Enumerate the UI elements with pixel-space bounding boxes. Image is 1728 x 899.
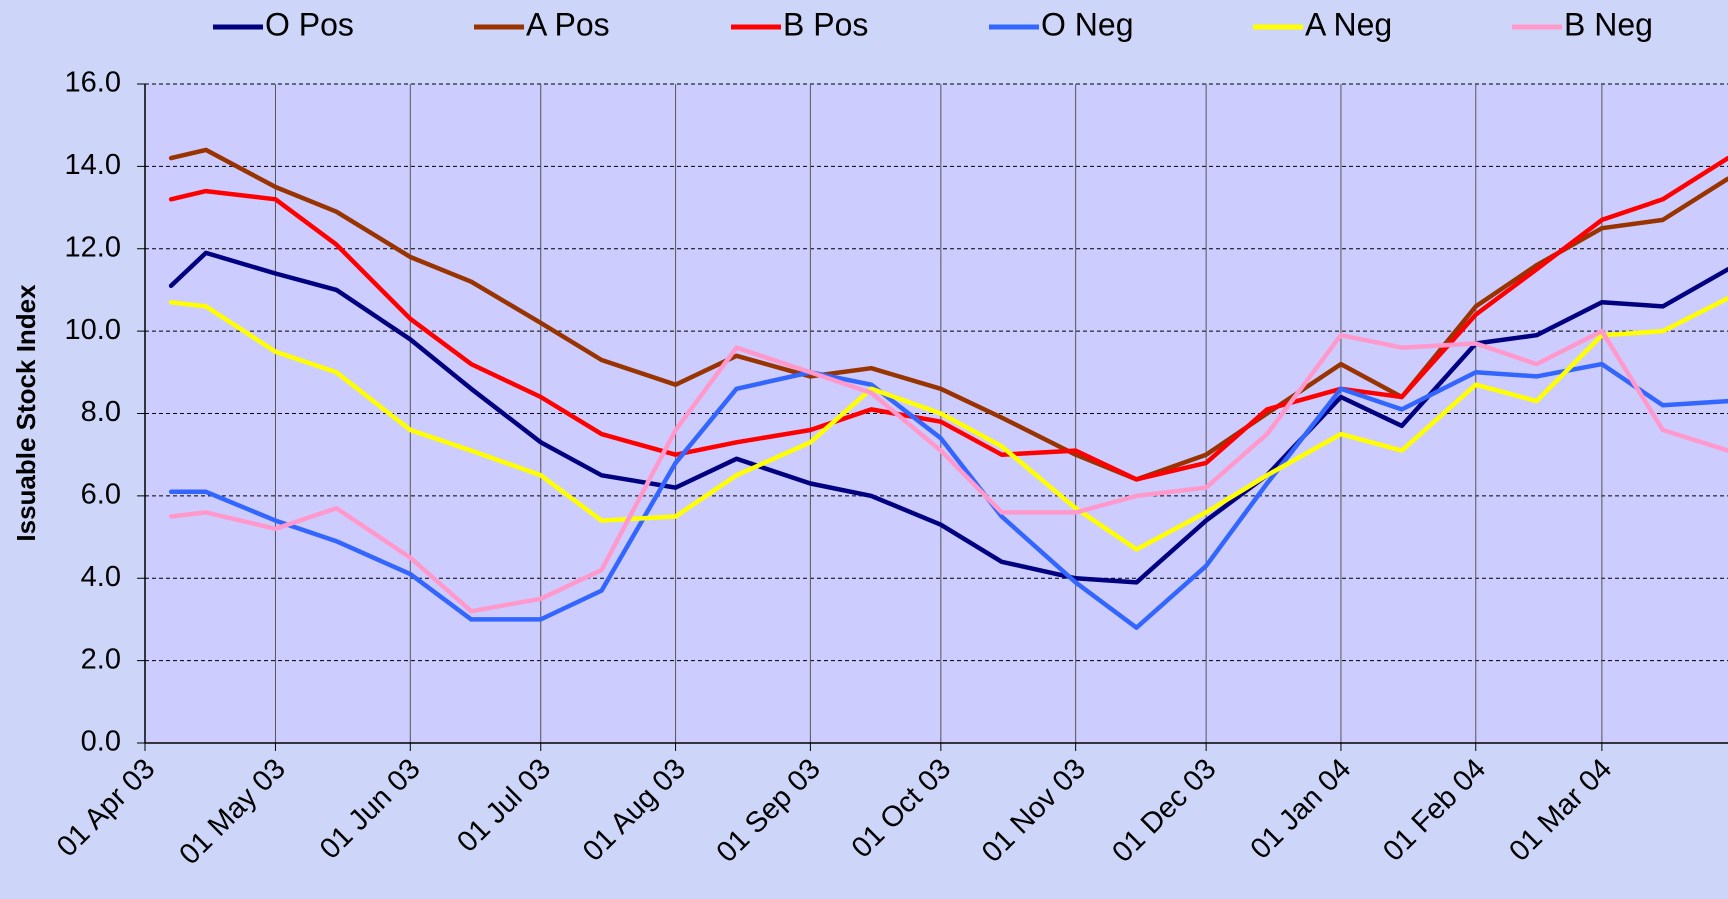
y-tick-label: 8.0 [81, 396, 121, 428]
line-series [168, 155, 1728, 482]
line-series [168, 328, 1728, 614]
y-tick-label: 10.0 [65, 314, 121, 346]
y-tick-label: 14.0 [65, 149, 121, 181]
legend-label: B Neg [1564, 6, 1653, 42]
y-tick-label: 4.0 [81, 561, 121, 593]
y-tick-label: 6.0 [81, 479, 121, 511]
y-tick-label: 12.0 [65, 231, 121, 263]
y-tick-label: 16.0 [65, 67, 121, 99]
y-axis-title: Issuable Stock Index [11, 284, 41, 542]
legend-label: A Neg [1305, 6, 1392, 42]
legend-label: B Pos [783, 6, 868, 42]
y-tick-label: 0.0 [81, 726, 121, 758]
line-series [168, 295, 1728, 552]
line-series [168, 147, 1728, 482]
legend-label: O Neg [1041, 6, 1133, 42]
legend-label: O Pos [265, 6, 354, 42]
y-tick-label: 2.0 [81, 643, 121, 675]
line-series [168, 361, 1728, 630]
legend-label: A Pos [526, 6, 610, 42]
